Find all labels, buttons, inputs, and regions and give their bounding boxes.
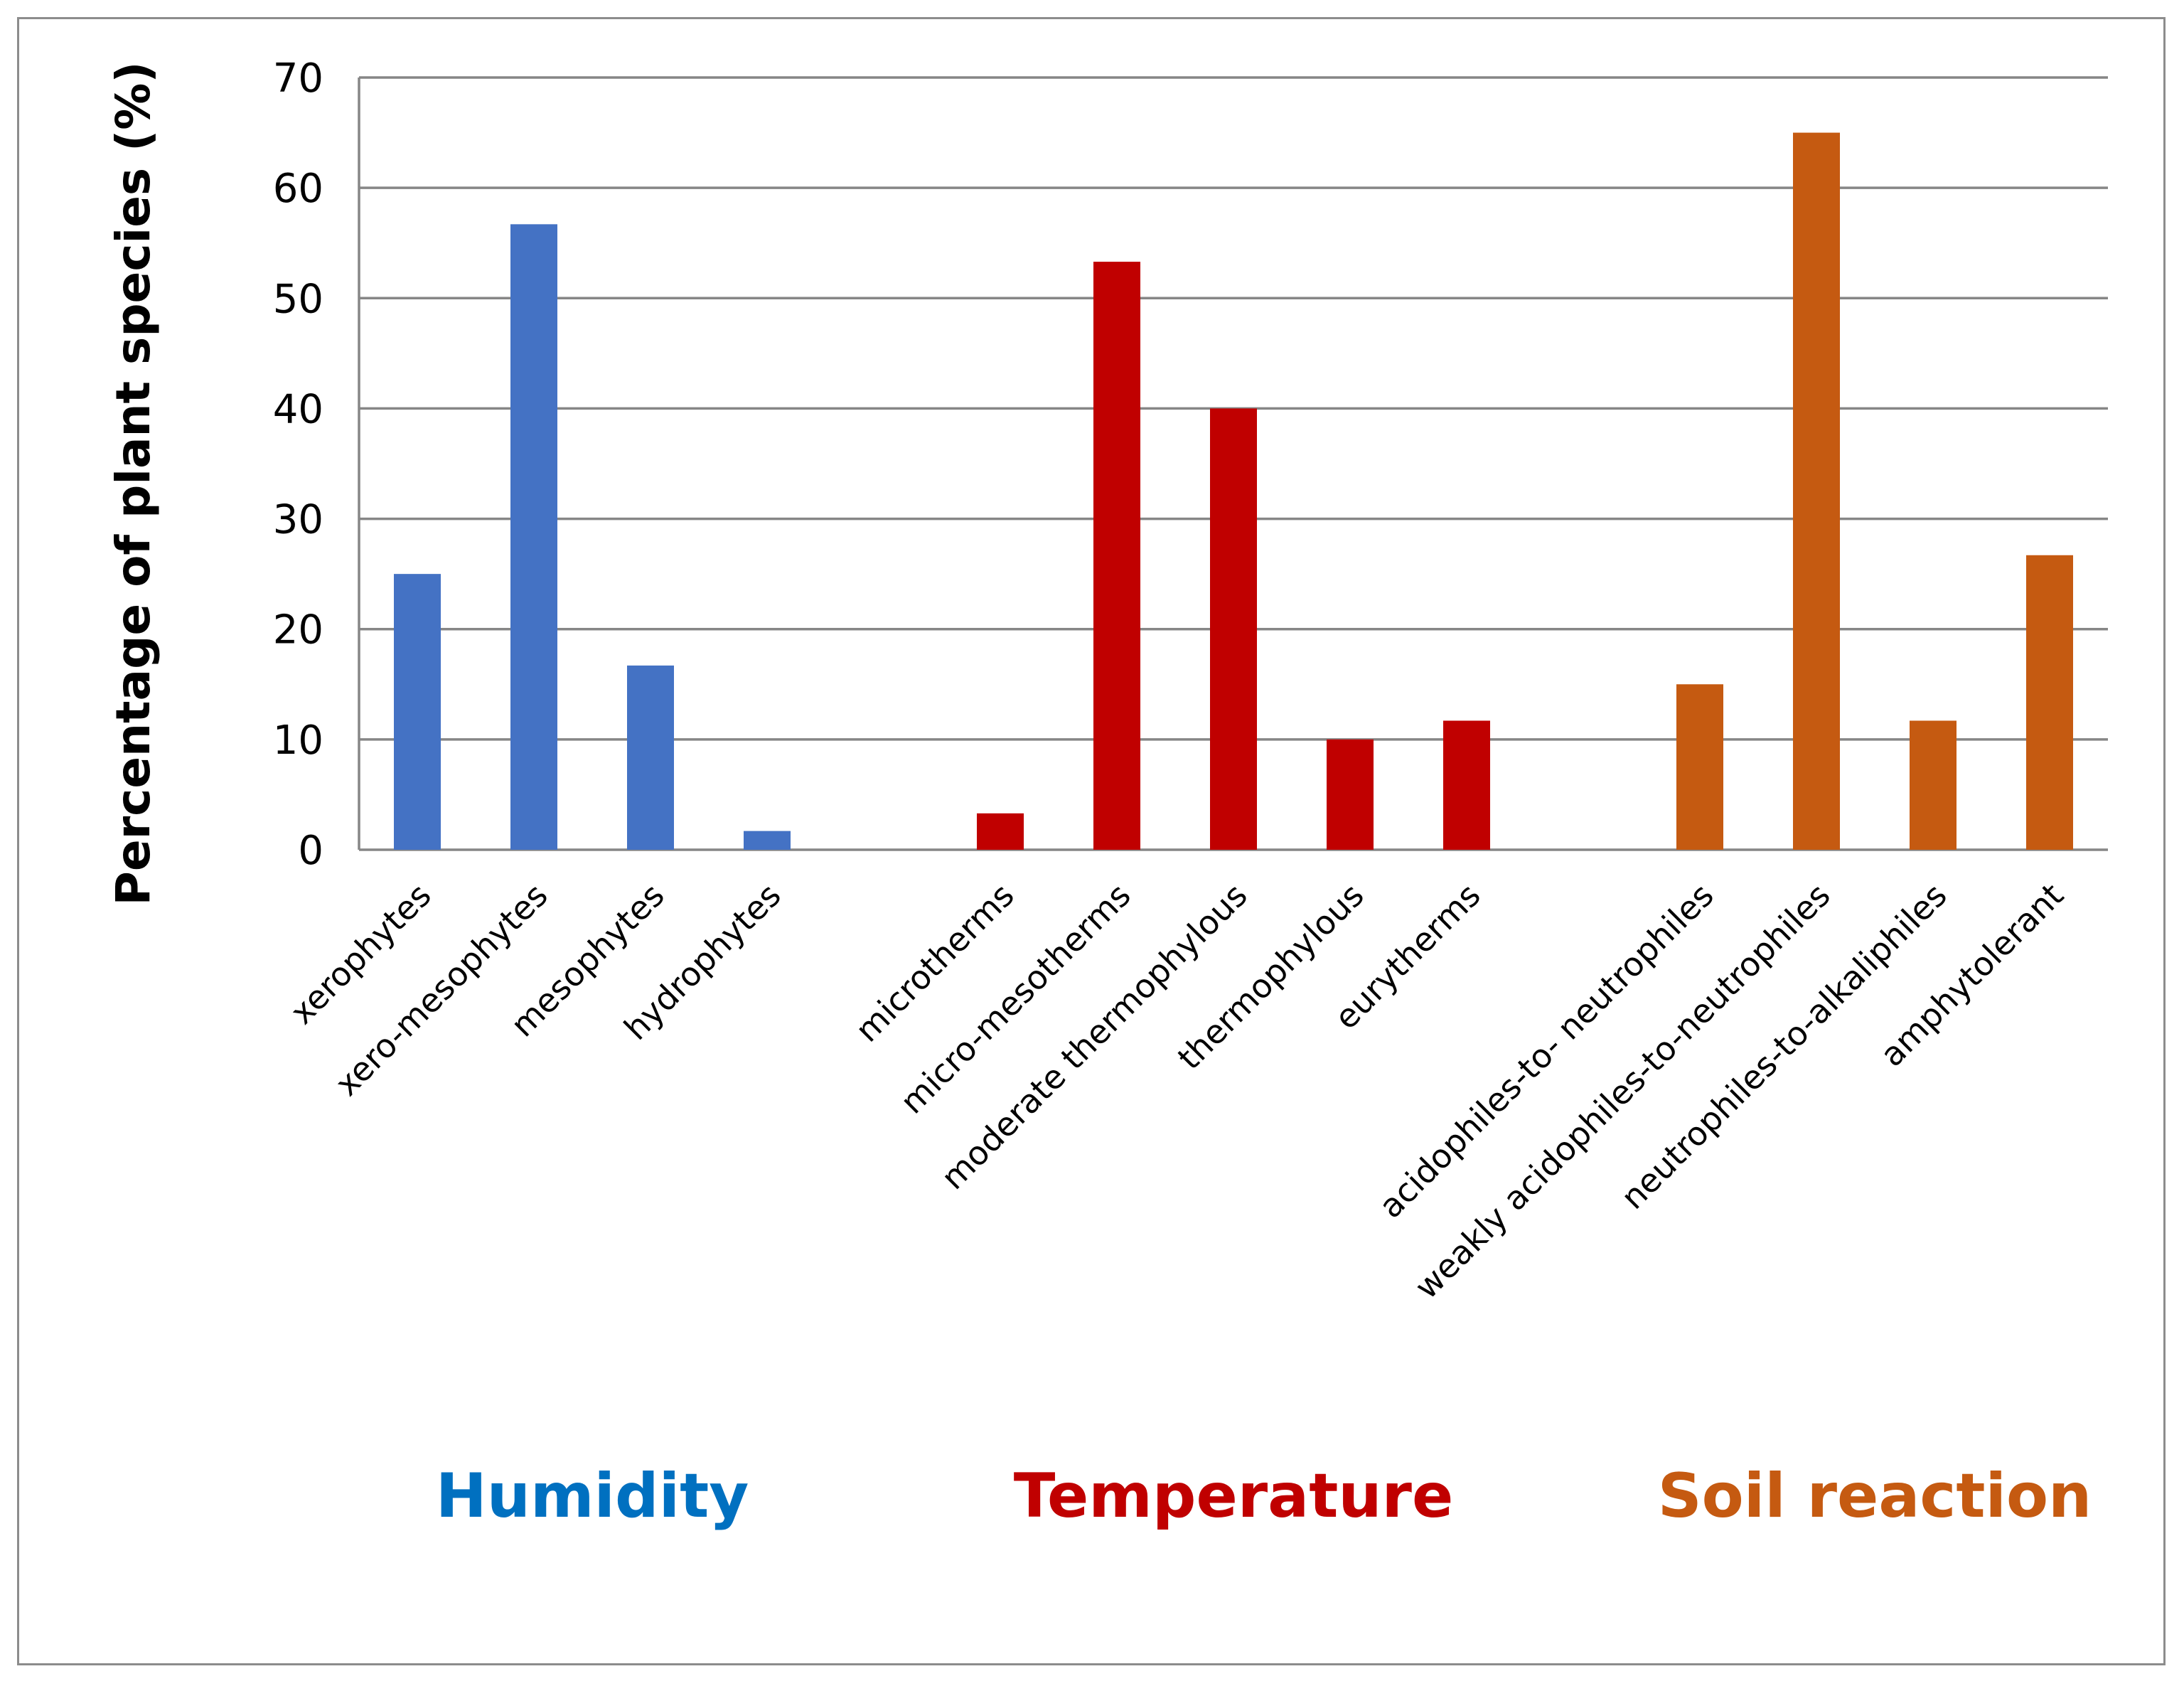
bar-neutrophiles-to-alkaliphiles: [1910, 720, 1956, 850]
bar-microtherms: [977, 813, 1024, 850]
y-tick-label: 40: [273, 386, 323, 432]
bar-moderate-thermophylous: [1210, 408, 1257, 850]
bar-thermophylous: [1327, 739, 1374, 850]
bars: [394, 132, 2073, 850]
x-axis-labels: xerophytesxero-mesophytesmesophyteshydro…: [283, 876, 2071, 1306]
bar-micro-mesotherms: [1093, 262, 1140, 850]
group-label: Soil reaction: [1658, 1461, 2092, 1532]
x-tick-label: xero-mesophytes: [328, 876, 555, 1104]
group-labels: Humidity Temperature Soil reaction: [436, 1461, 2092, 1532]
bar-eurytherms: [1443, 720, 1490, 850]
group-label: Temperature: [1014, 1461, 1454, 1532]
bar-xero-mesophytes: [510, 224, 557, 850]
y-axis-label: Percentage of plant species (%): [106, 61, 161, 905]
bar-weakly-acidophiles-to-neutrophiles: [1793, 132, 1840, 850]
bar-acidophiles-to-neutrophiles: [1676, 684, 1723, 850]
y-tick-label: 30: [273, 497, 323, 543]
y-tick-label: 50: [273, 276, 323, 322]
y-axis-ticks: 0 10 20 30 40 50 60 70: [273, 55, 323, 874]
bar-amphytolerant: [2026, 555, 2073, 850]
y-tick-label: 10: [273, 717, 323, 764]
chart-frame: [17, 17, 2166, 1665]
y-tick-label: 20: [273, 607, 323, 653]
y-tick-label: 0: [298, 828, 323, 874]
group-label: Humidity: [436, 1461, 749, 1532]
bar-xerophytes: [394, 574, 441, 850]
y-tick-label: 60: [273, 166, 323, 212]
y-tick-label: 70: [273, 55, 323, 102]
x-tick-label: micro-mesotherms: [893, 876, 1138, 1121]
x-tick-label: weakly acidophiles-to-neutrophiles: [1407, 876, 1837, 1306]
bar-hydrophytes: [744, 831, 791, 850]
bar-mesophytes: [627, 665, 674, 850]
